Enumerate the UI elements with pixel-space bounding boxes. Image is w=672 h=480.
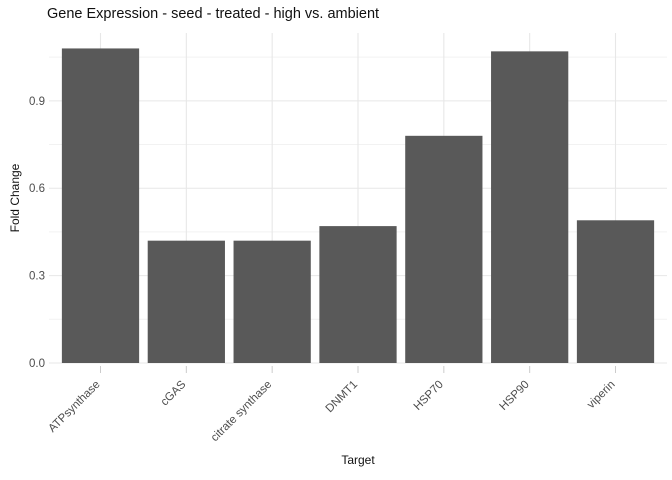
- bar: [405, 135, 483, 363]
- x-tick-label: citrate synthase: [209, 379, 274, 444]
- chart-title: Gene Expression - seed - treated - high …: [47, 6, 380, 22]
- bar: [319, 226, 397, 363]
- bar: [491, 51, 569, 363]
- bar: [576, 220, 655, 363]
- y-tick-label: 0.3: [29, 271, 45, 283]
- x-tick-label: cGAS: [159, 378, 189, 408]
- y-axis-title: Fold Change: [8, 163, 22, 233]
- bar: [233, 240, 311, 363]
- x-tick-label: HSP90: [498, 379, 532, 413]
- y-tick-label: 0.0: [29, 358, 45, 370]
- x-tick-label: viperin: [585, 379, 617, 411]
- bar: [147, 240, 225, 363]
- x-axis-title: Target: [341, 453, 375, 467]
- x-tick-label: HSP70: [412, 379, 446, 413]
- x-tick-label: ATPsynthase: [46, 379, 102, 435]
- x-tick-label: DNMT1: [324, 379, 361, 416]
- bar: [61, 48, 140, 364]
- y-tick-label: 0.9: [29, 96, 45, 108]
- y-tick-label: 0.6: [29, 183, 45, 195]
